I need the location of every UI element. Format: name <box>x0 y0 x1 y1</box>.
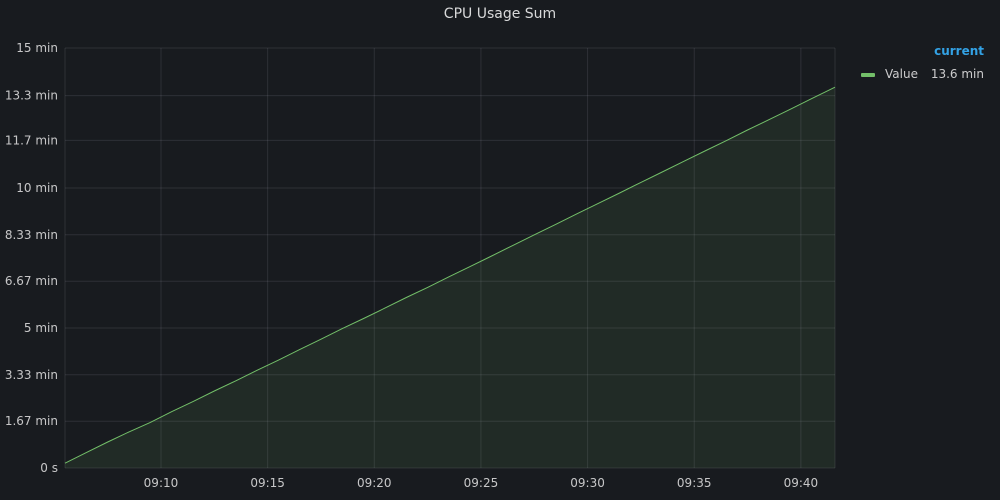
y-gridlines <box>65 47 835 469</box>
legend-item-value[interactable]: Value 13.6 min <box>850 67 990 83</box>
legend: current Value 13.6 min <box>850 44 990 83</box>
y-tick-label: 8.33 min <box>5 228 58 242</box>
x-tick-label: 09:35 <box>677 476 712 490</box>
legend-header-current[interactable]: current <box>934 44 984 58</box>
series-line <box>64 86 836 464</box>
legend-current-value: 13.6 min <box>930 67 984 81</box>
y-tick-label: 3.33 min <box>5 368 58 382</box>
series-area-fill <box>65 87 835 468</box>
y-tick-label: 0 s <box>40 461 58 475</box>
y-tick-label: 10 min <box>16 181 58 195</box>
legend-swatch <box>861 73 875 77</box>
y-tick-label: 11.7 min <box>5 133 58 147</box>
x-tick-label: 09:10 <box>144 476 179 490</box>
y-tick-label: 13.3 min <box>5 89 58 103</box>
x-tick-label: 09:25 <box>464 476 499 490</box>
x-tick-label: 09:40 <box>784 476 819 490</box>
y-tick-label: 5 min <box>24 321 58 335</box>
x-tick-label: 09:20 <box>357 476 392 490</box>
y-axis-tick-labels: 0 s 1.67 min 3.33 min 5 min 6.67 min 8.33 min… <box>5 41 58 475</box>
legend-series-name: Value <box>885 67 918 81</box>
x-axis-tick-labels: 09:10 09:15 09:20 09:25 09:30 09:35 09:40 <box>144 476 818 490</box>
x-tick-label: 09:15 <box>250 476 285 490</box>
panel-title: CPU Usage Sum <box>443 6 557 22</box>
y-tick-label: 6.67 min <box>5 274 58 288</box>
y-tick-label: 15 min <box>16 41 58 55</box>
x-tick-label: 09:30 <box>570 476 605 490</box>
x-gridlines <box>64 48 836 468</box>
y-tick-label: 1.67 min <box>5 414 58 428</box>
